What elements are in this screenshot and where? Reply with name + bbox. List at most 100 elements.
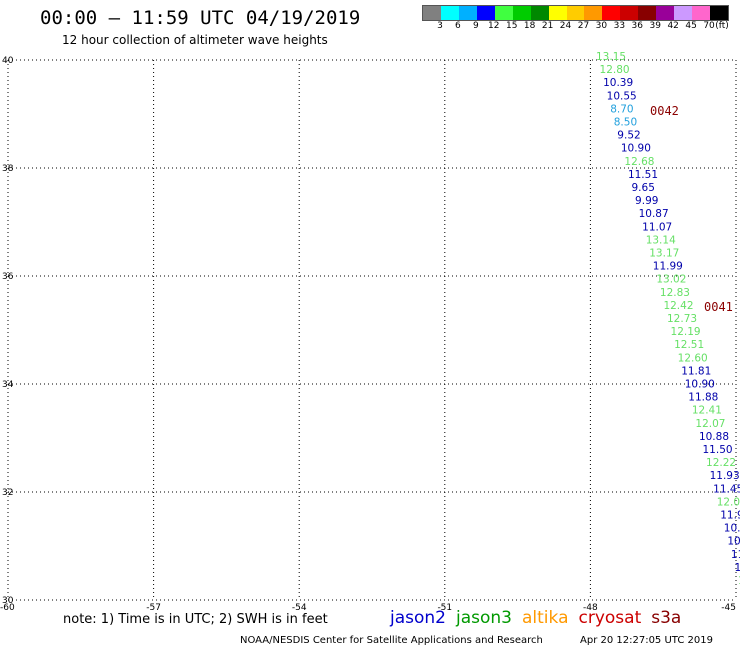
color-legend-tick: 70 xyxy=(703,21,715,31)
wave-height-label: 12.60 xyxy=(678,352,708,364)
wave-height-label: 11.93 xyxy=(710,470,740,482)
satellite-legend-item: altika xyxy=(522,608,569,628)
wave-height-label: 10.8 xyxy=(724,523,740,535)
color-legend-tick: 24 xyxy=(559,21,572,31)
color-swatch xyxy=(602,6,621,20)
color-swatch xyxy=(440,6,459,20)
wave-height-label: 10. xyxy=(727,536,740,548)
wave-height-label: 12.07 xyxy=(695,418,725,430)
color-swatch xyxy=(620,6,639,20)
latitude-labels: 40 38 36 34 32 30 xyxy=(2,56,14,606)
wave-height-label: 12.80 xyxy=(600,64,630,76)
color-legend-tick: 21 xyxy=(541,21,554,31)
color-legend-tick: 27 xyxy=(577,21,590,31)
color-legend-tick: (ft) xyxy=(715,21,729,31)
wave-height-label: 12.68 xyxy=(624,156,654,168)
longitude-label: -54 xyxy=(292,603,307,613)
wave-height-label: 12.83 xyxy=(660,287,690,299)
color-swatch xyxy=(512,6,531,20)
wave-height-label: 13.14 xyxy=(646,234,676,246)
color-legend-tick: 12 xyxy=(488,21,500,31)
wave-height-label: 12.19 xyxy=(671,326,701,338)
wave-height-label: 11.9 xyxy=(720,510,740,522)
map-subtitle: 12 hour collection of altimeter wave hei… xyxy=(62,33,328,47)
color-swatch xyxy=(692,6,710,20)
wave-height-label: 11 xyxy=(731,549,740,561)
wave-height-label: 11.81 xyxy=(681,365,711,377)
wave-height-label: 8.70 xyxy=(610,103,633,115)
color-swatch xyxy=(710,6,728,20)
pass-labels: 0042 0041 xyxy=(650,104,733,314)
generated-timestamp: Apr 20 12:27:05 UTC 2019 xyxy=(580,635,713,646)
color-swatch xyxy=(530,6,549,20)
color-legend-tick: 15 xyxy=(505,21,518,31)
wave-height-label: 9.99 xyxy=(635,195,658,207)
wave-height-label: 10.90 xyxy=(621,143,651,155)
color-legend-tick: 42 xyxy=(667,21,679,31)
longitude-label: -48 xyxy=(583,603,598,613)
wave-height-label: 12.51 xyxy=(674,339,704,351)
latitude-label: 38 xyxy=(2,164,14,174)
longitude-label: -45 xyxy=(721,603,736,613)
wave-height-label: 12.73 xyxy=(667,313,697,325)
color-swatch xyxy=(566,6,585,20)
longitude-labels: -60 -57 -54 -51 -48 -45 xyxy=(0,603,736,613)
color-legend-tick: 45 xyxy=(685,21,697,31)
color-legend-tick: 30 xyxy=(595,21,608,31)
longitude-label: -60 xyxy=(0,603,15,613)
map-title: 00:00 – 11:59 UTC 04/19/2019 xyxy=(40,7,361,29)
color-legend-tick: 6 xyxy=(455,21,461,31)
color-swatch xyxy=(638,6,657,20)
color-legend-tick: 36 xyxy=(631,21,644,31)
latitude-label: 34 xyxy=(2,380,14,390)
satellite-legend-item: jason2 xyxy=(390,608,446,628)
satellite-legend: jason2 jason3 altika cryosat s3a xyxy=(390,608,691,628)
color-legend-tick: 39 xyxy=(649,21,661,31)
wave-height-label: 1 xyxy=(738,575,740,587)
wave-height-label: 11.99 xyxy=(653,261,683,273)
pass-id-label: 0042 xyxy=(650,104,679,118)
wave-height-label: 11.50 xyxy=(703,444,733,456)
color-swatch xyxy=(476,6,495,20)
color-swatch xyxy=(548,6,567,20)
wave-height-label: 10.87 xyxy=(639,208,669,220)
wave-height-label: 9.52 xyxy=(617,130,640,142)
latitude-label: 32 xyxy=(2,488,13,498)
wave-height-label: 13.02 xyxy=(656,274,686,286)
wave-height-label: 10.55 xyxy=(607,90,637,102)
color-legend-tick: 9 xyxy=(472,21,479,31)
map-grid xyxy=(7,59,737,601)
wave-height-label: 12.00 xyxy=(717,496,740,508)
wave-height-observations: 13.1512.8010.3910.558.708.509.5210.9012.… xyxy=(596,51,740,587)
color-swatch xyxy=(494,6,513,20)
color-legend-tick: 18 xyxy=(523,21,536,31)
wave-height-label: 10.39 xyxy=(603,77,633,89)
wave-height-label: 12.42 xyxy=(663,300,693,312)
latitude-label: 30 xyxy=(2,596,14,606)
color-swatch xyxy=(584,6,603,20)
color-legend-tick: 33 xyxy=(613,21,626,31)
wave-height-label: 12.41 xyxy=(692,405,722,417)
wave-height-label: 9.65 xyxy=(632,182,655,194)
wave-height-label: 13.15 xyxy=(596,51,626,63)
satellite-legend-item: cryosat xyxy=(578,608,642,628)
satellite-legend-item: s3a xyxy=(651,608,682,628)
wave-height-label: 11.88 xyxy=(688,392,718,404)
footnote: note: 1) Time is in UTC; 2) SWH is in fe… xyxy=(63,612,328,627)
color-legend-tick: 3 xyxy=(437,21,443,31)
wave-height-label: 12.22 xyxy=(706,457,736,469)
wave-height-label: 11.51 xyxy=(628,169,658,181)
color-swatch xyxy=(458,6,477,20)
wave-height-label: 11.45 xyxy=(713,483,740,495)
color-swatch xyxy=(674,6,693,20)
wave-height-label: 11.07 xyxy=(642,221,672,233)
latitude-label: 36 xyxy=(2,272,14,282)
wave-height-label: 10.90 xyxy=(685,379,715,391)
pass-id-label: 0041 xyxy=(704,300,733,314)
wave-height-label: 10 xyxy=(734,562,740,574)
color-legend-bar xyxy=(422,5,729,21)
longitude-label: -51 xyxy=(437,603,452,613)
wave-height-label: 8.50 xyxy=(614,117,637,129)
credit-text: NOAA/NESDIS Center for Satellite Applica… xyxy=(240,635,543,646)
